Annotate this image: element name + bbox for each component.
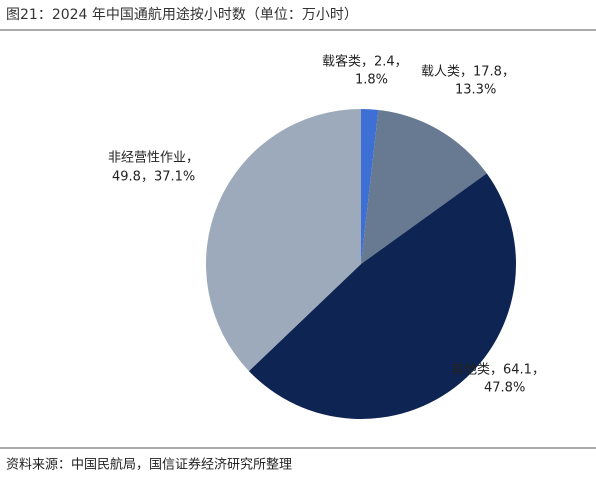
data-label: 49.8，37.1% [112, 170, 195, 185]
pie-slice [361, 109, 379, 264]
chart-title: 图21：2024 年中国通航用途按小时数（单位：万小时） [6, 6, 358, 23]
data-label: 载人类，17.8， [421, 65, 515, 80]
data-label: 47.8% [484, 381, 525, 396]
pie-slice [206, 109, 361, 372]
data-label: 非经营性作业， [108, 151, 199, 166]
data-label: 13.3% [455, 83, 496, 98]
data-label: 载客类，2.4， [322, 54, 408, 70]
data-label: 其他类，64.1， [451, 363, 545, 378]
data-label: 1.8% [355, 73, 388, 88]
pie-slice [361, 109, 487, 264]
source: 资料来源：中国民航局，国信证券经济研究所整理 [6, 457, 292, 473]
pie-slice [248, 173, 517, 419]
